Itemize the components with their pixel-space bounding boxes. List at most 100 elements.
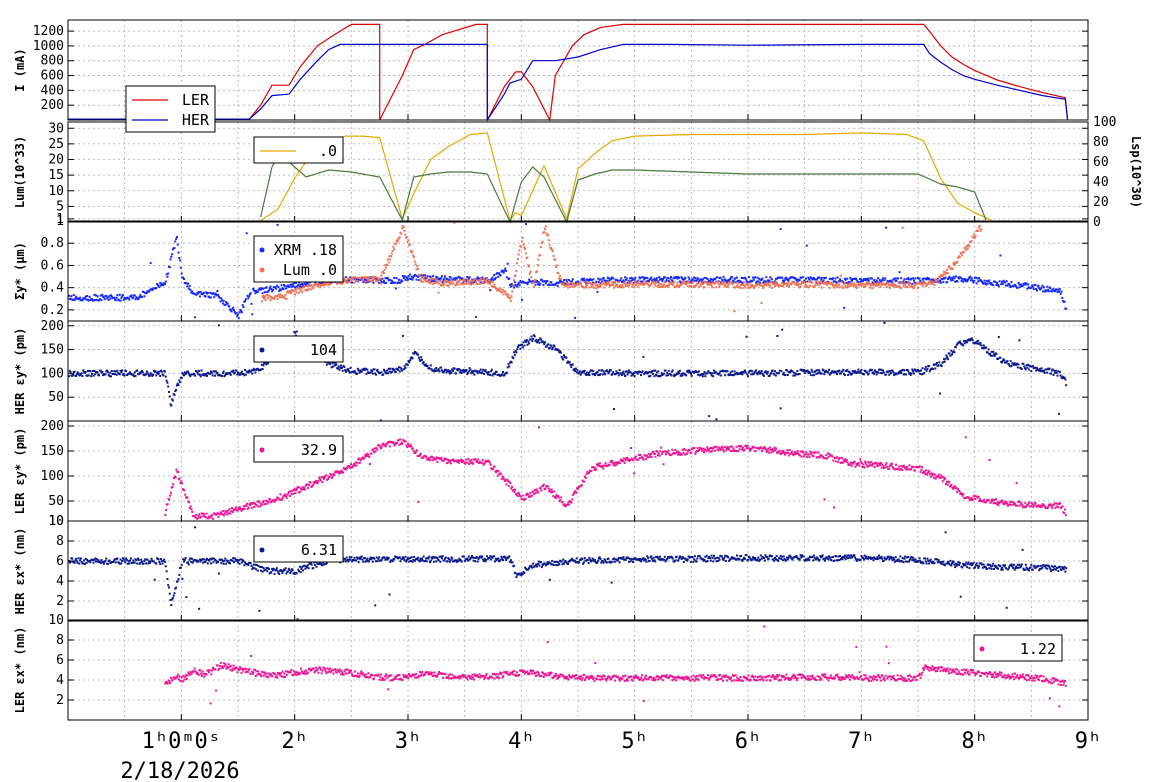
- data-point-sigma_y: [343, 277, 346, 280]
- data-point-ler_eps_y: [535, 488, 538, 491]
- data-point-her_eps_y: [563, 354, 565, 357]
- data-point-her_eps_y: [449, 370, 452, 373]
- data-point-ler_eps_y: [412, 450, 415, 453]
- data-point-her_eps_y: [711, 372, 714, 375]
- data-point-ler_eps_y: [171, 486, 174, 488]
- data-point-sigma_y: [376, 280, 379, 283]
- data-point-her_eps_y: [471, 370, 473, 373]
- data-point-sigma_y: [85, 298, 88, 301]
- data-point-ler_eps_y: [801, 450, 804, 453]
- data-point-sigma_y: [520, 281, 523, 284]
- data-point-her_eps_y: [114, 373, 116, 376]
- data-point-ler_eps_y: [762, 447, 765, 450]
- data-point-ler_eps_y: [572, 492, 575, 495]
- data-point-ler_eps_y: [960, 493, 963, 496]
- data-point-sigma_y: [432, 275, 435, 278]
- data-point-her_eps_x: [188, 558, 191, 561]
- data-point-ler_eps_y: [764, 447, 767, 450]
- data-point-ler_eps_y: [922, 471, 924, 474]
- data-point-her_eps_y: [98, 374, 101, 377]
- data-point-her_eps_y: [229, 372, 231, 375]
- data-point-ler_eps_y: [1060, 507, 1062, 510]
- data-point-ler_eps_y: [207, 517, 210, 520]
- data-point-her_eps_x: [282, 570, 285, 573]
- data-point-her_eps_y: [594, 374, 596, 377]
- data-point-ler_eps_y: [333, 474, 336, 476]
- data-point-ler_eps_y: [837, 458, 840, 461]
- data-point-her_eps_y: [108, 375, 111, 378]
- data-point-sigma_y: [509, 285, 512, 288]
- data-point-sigma_y: [968, 245, 971, 248]
- data-point-ler_eps_y: [380, 445, 383, 448]
- data-point-sigma_y: [569, 280, 572, 283]
- data-point-her_eps_y: [371, 370, 374, 373]
- data-point-sigma_y: [381, 277, 384, 280]
- data-point-her_eps_y: [867, 372, 870, 375]
- data-point-sigma_y: [736, 276, 738, 279]
- data-point-ler_eps_y: [365, 452, 368, 455]
- data-point-her_eps_x: [217, 572, 220, 575]
- data-point-sigma_y: [317, 285, 319, 288]
- data-point-ler_eps_y: [769, 449, 772, 451]
- data-point-her_eps_y: [398, 366, 400, 369]
- data-point-sigma_y: [370, 280, 373, 283]
- data-point-sigma_y: [709, 280, 711, 282]
- data-point-sigma_y: [275, 295, 278, 298]
- data-point-ler_eps_y: [826, 457, 828, 460]
- data-point-her_eps_y: [780, 370, 783, 373]
- data-point-sigma_y: [392, 282, 395, 285]
- data-point-sigma_y: [960, 279, 963, 282]
- data-point-ler_eps_y: [415, 450, 417, 453]
- data-point-her_eps_y: [626, 373, 629, 376]
- data-point-her_eps_x: [254, 563, 257, 566]
- data-point-ler_eps_y: [1063, 512, 1066, 515]
- data-point-ler_eps_y: [223, 514, 225, 517]
- data-point-ler_eps_y: [419, 452, 422, 455]
- data-point-sigma_y: [252, 288, 255, 291]
- data-point-ler_eps_y: [373, 447, 376, 450]
- data-point-sigma_y: [344, 279, 347, 282]
- data-point-ler_eps_y: [770, 451, 773, 454]
- data-point-her_eps_x: [94, 557, 97, 560]
- data-point-her_eps_y: [104, 373, 107, 376]
- data-point-ler_eps_y: [772, 450, 774, 453]
- data-point-sigma_y: [913, 281, 916, 284]
- data-point-ler_eps_y: [175, 468, 178, 471]
- data-point-her_eps_y: [75, 373, 78, 376]
- data-point-ler_eps_y: [364, 453, 367, 456]
- data-point-sigma_y: [904, 283, 907, 286]
- data-point-her_eps_y: [632, 373, 635, 376]
- data-point-her_eps_y: [1031, 365, 1034, 368]
- data-point-her_eps_y: [970, 337, 973, 340]
- data-point-sigma_y: [418, 274, 421, 277]
- data-point-sigma_y: [884, 277, 887, 280]
- data-point-sigma_y: [324, 283, 327, 286]
- data-point-sigma_y: [517, 283, 519, 286]
- data-point-sigma_y: [905, 278, 908, 280]
- data-point-her_eps_y: [704, 375, 707, 378]
- data-point-ler_eps_y: [446, 462, 448, 465]
- data-point-her_eps_x: [113, 559, 116, 562]
- data-point-ler_eps_y: [211, 514, 214, 517]
- data-point-sigma_y: [355, 280, 358, 282]
- data-point-ler_eps_y: [682, 451, 685, 454]
- data-point-her_eps_y: [75, 375, 78, 377]
- data-point-sigma_y: [404, 233, 407, 236]
- data-point-ler_eps_y: [191, 510, 194, 513]
- data-point-her_eps_y: [647, 375, 650, 378]
- data-point-sigma_y: [105, 294, 108, 297]
- data-point-sigma_y: [845, 281, 848, 284]
- data-point-her_eps_y: [924, 365, 927, 368]
- data-point-her_eps_y: [80, 372, 83, 375]
- data-point-sigma_y: [928, 277, 930, 280]
- data-point-her_eps_y: [513, 354, 516, 357]
- data-point-ler_eps_y: [546, 485, 549, 487]
- data-point-her_eps_y: [1013, 362, 1016, 365]
- data-point-ler_eps_y: [442, 459, 445, 462]
- data-point-sigma_y: [186, 285, 189, 288]
- data-point-sigma_y: [297, 283, 300, 286]
- data-point-ler_eps_y: [399, 438, 402, 441]
- data-point-ler_eps_y: [590, 470, 593, 473]
- data-point-sigma_y: [901, 226, 904, 229]
- data-point-ler_eps_y: [202, 515, 205, 517]
